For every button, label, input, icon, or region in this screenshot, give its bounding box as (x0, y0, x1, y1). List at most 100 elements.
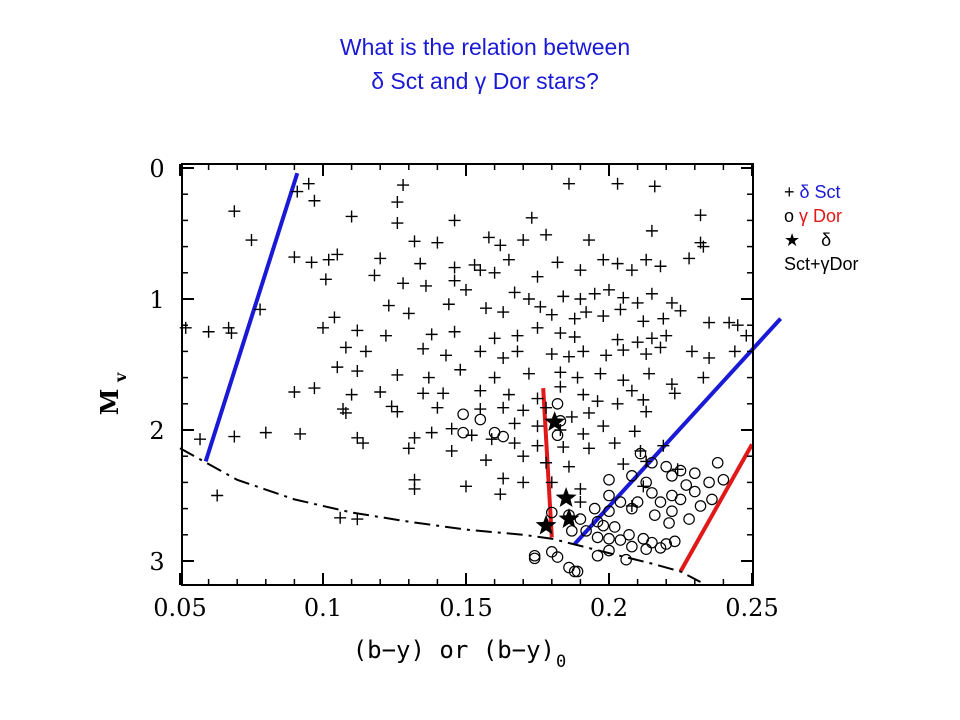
delta-sct-marker (600, 349, 613, 362)
delta-sct-marker (225, 327, 238, 340)
delta-sct-marker (674, 304, 687, 317)
delta-sct-marker (494, 239, 507, 252)
gamma-dor-marker (654, 496, 667, 508)
delta-sct-marker (339, 341, 352, 354)
gamma-dor-marker (631, 496, 644, 508)
delta-sct-marker (611, 257, 624, 270)
delta-sct-marker (328, 311, 341, 324)
gamma-dor-marker (640, 476, 652, 489)
delta-sct-marker (683, 252, 696, 265)
delta-sct-marker (657, 439, 670, 452)
delta-sct-marker (591, 395, 604, 408)
delta-sct-marker (703, 351, 716, 364)
delta-sct-marker (402, 307, 415, 320)
gamma-dor-marker (717, 473, 730, 486)
delta-sct-marker (577, 345, 590, 358)
star-markers (179, 177, 753, 578)
y-axis-label-subscript: v (111, 372, 130, 383)
delta-sct-marker (657, 312, 670, 325)
delta-sct-marker (445, 422, 458, 435)
gamma-dor-marker (706, 493, 718, 506)
delta-sct-marker (474, 345, 487, 358)
y-tick-label: 1 (149, 286, 164, 314)
gamma-dor-marker (660, 460, 672, 473)
title-line-2: δ Sct and γ Dor stars? (371, 68, 599, 94)
gamma-dor-marker (711, 456, 724, 469)
delta-sct-marker (391, 196, 404, 209)
gamma-dor-marker (680, 479, 693, 491)
delta-sct-marker (359, 345, 372, 358)
delta-sct-marker (517, 404, 530, 417)
delta-sct-marker (254, 303, 267, 316)
delta-sct-marker (597, 253, 610, 266)
delta-sct-marker (685, 345, 698, 358)
delta-sct-marker (568, 330, 581, 343)
delta-sct-marker (374, 386, 387, 399)
delta-sct-marker (665, 296, 678, 309)
delta-sct-marker (442, 298, 455, 311)
delta-sct-marker (357, 437, 370, 450)
delta-sct-marker (374, 252, 387, 265)
delta-sct-marker (540, 456, 553, 469)
delta-sct-marker (582, 234, 595, 247)
gamma-dor-marker (626, 470, 638, 482)
delta-sct-marker (497, 401, 510, 414)
delta-sct-marker (643, 367, 656, 380)
x-tick-label: 0.05 (153, 594, 206, 622)
title-line-1: What is the relation between (339, 34, 631, 60)
delta-sct-marker (331, 248, 344, 261)
delta-sct-marker (202, 325, 215, 338)
delta-sct-marker (437, 387, 450, 400)
delta-sct-marker (288, 251, 301, 264)
gamma-dor-marker (457, 408, 469, 421)
legend-item-delta-sct: + δ Sct (784, 180, 924, 204)
delta-sct-marker (288, 386, 301, 399)
gamma-dor-marker (666, 470, 678, 482)
delta-sct-marker (654, 260, 667, 273)
delta-sct-marker (608, 437, 621, 450)
delta-sct-marker (637, 393, 650, 406)
delta-sct-marker (379, 329, 392, 342)
delta-sct-marker (545, 476, 558, 489)
delta-sct-marker (531, 439, 544, 452)
delta-sct-marker (302, 177, 315, 190)
delta-sct-marker (740, 329, 753, 342)
delta-sct-marker (322, 253, 335, 266)
delta-sct-marker (331, 361, 344, 374)
delta-sct-marker (617, 291, 630, 304)
delta-sct-marker (508, 286, 521, 299)
gamma-dor-marker (603, 489, 615, 502)
delta-sct-marker (723, 316, 736, 329)
delta-sct-marker (431, 401, 444, 414)
delta-sct-marker (574, 264, 587, 277)
delta-sct-marker (540, 228, 553, 241)
y-tick-label: 3 (149, 548, 164, 576)
delta-sct-marker (385, 400, 398, 413)
gamma-dor-marker (623, 528, 635, 541)
gamma-dor-marker (597, 519, 610, 532)
gamma-dor-marker (688, 467, 701, 480)
delta-sct-marker (545, 308, 558, 321)
delta-sct-marker (577, 427, 590, 440)
delta-sct-marker (417, 342, 430, 355)
gamma-dor-marker (703, 476, 715, 489)
legend-item-hybrid: ★ δ (784, 228, 924, 252)
delta-sct-marker (391, 217, 404, 230)
gamma-dor-marker (528, 549, 541, 562)
delta-sct-marker (494, 488, 507, 501)
y-axis-label-group: M v (95, 372, 130, 415)
legend-label-hybrid-1: δ (821, 230, 832, 250)
delta-sct-marker (397, 277, 410, 290)
delta-sct-marker (448, 214, 461, 227)
delta-sct-marker (488, 332, 501, 345)
delta-sct-marker (574, 482, 587, 495)
delta-sct-marker (625, 264, 638, 277)
gamma-dor-marker (663, 517, 675, 529)
delta-sct-marker (565, 410, 578, 423)
delta-sct-marker (294, 427, 307, 440)
gamma-dor-marker (591, 531, 604, 544)
delta-sct-marker (628, 425, 641, 438)
delta-sct-marker (497, 472, 510, 485)
delta-sct-marker (554, 380, 567, 393)
delta-sct-marker (554, 366, 567, 379)
